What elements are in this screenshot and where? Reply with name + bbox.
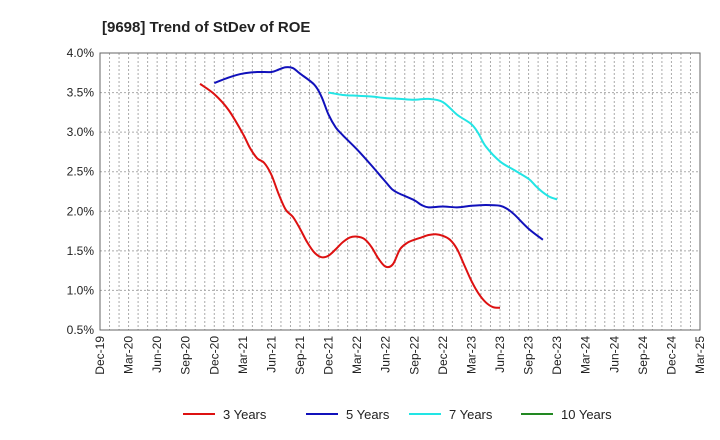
x-tick-label: Dec-19 xyxy=(93,336,107,375)
legend-label: 10 Years xyxy=(561,407,612,422)
grid xyxy=(100,53,700,330)
x-tick-label: Sep-22 xyxy=(407,336,421,375)
x-tick-label: Sep-21 xyxy=(293,336,307,375)
series-lines xyxy=(199,66,558,309)
x-tick-label: Jun-21 xyxy=(264,336,278,373)
y-tick-label: 1.0% xyxy=(67,283,95,297)
y-tick-label: 3.0% xyxy=(67,125,95,139)
y-tick-label: 1.5% xyxy=(67,244,95,258)
x-tick-label: Jun-23 xyxy=(493,336,507,373)
plot-area xyxy=(99,52,701,331)
x-tick-label: Jun-20 xyxy=(150,336,164,373)
x-tick-label: Jun-22 xyxy=(379,336,393,373)
series-line-7-years xyxy=(328,91,558,201)
x-tick-label: Dec-20 xyxy=(207,336,221,375)
chart-title: [9698] Trend of StDev of ROE xyxy=(102,19,310,36)
legend: 3 Years 5 Years 7 Years 10 Years xyxy=(183,407,612,422)
x-tick-label: Mar-22 xyxy=(350,336,364,374)
x-axis: Dec-19 Mar-20 Jun-20 Sep-20 Dec-20 Mar-21 Jun-… xyxy=(93,336,707,375)
x-tick-label: Mar-23 xyxy=(464,336,478,374)
x-tick-label: Sep-23 xyxy=(522,336,536,375)
y-tick-label: 0.5% xyxy=(67,323,95,337)
x-tick-label: Jun-24 xyxy=(607,336,621,373)
y-axis: 0.5% 1.0% 1.5% 2.0% 2.5% 3.0% 3.5% 4.0% xyxy=(67,46,95,337)
x-tick-label: Dec-22 xyxy=(436,336,450,375)
x-tick-label: Dec-21 xyxy=(322,336,336,375)
x-tick-label: Mar-20 xyxy=(122,336,136,374)
legend-label: 3 Years xyxy=(223,407,267,422)
x-tick-label: Sep-20 xyxy=(179,336,193,375)
x-tick-label: Sep-24 xyxy=(636,336,650,375)
y-tick-label: 2.0% xyxy=(67,204,95,218)
x-tick-label: Mar-24 xyxy=(579,336,593,374)
x-tick-label: Dec-24 xyxy=(664,336,678,375)
y-tick-label: 4.0% xyxy=(67,46,95,60)
legend-label: 5 Years xyxy=(346,407,390,422)
series-line-3-years xyxy=(199,83,501,309)
x-tick-label: Mar-25 xyxy=(693,336,707,374)
y-tick-label: 2.5% xyxy=(67,165,95,179)
x-tick-label: Dec-23 xyxy=(550,336,564,375)
series-line-5-years xyxy=(213,66,544,241)
y-tick-label: 3.5% xyxy=(67,86,95,100)
x-tick-label: Mar-21 xyxy=(236,336,250,374)
legend-label: 7 Years xyxy=(449,407,493,422)
